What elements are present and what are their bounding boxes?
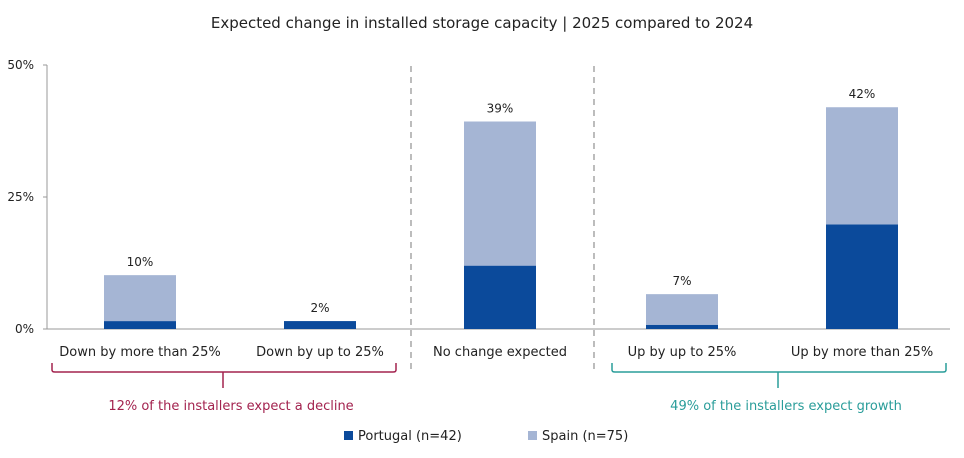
group-brackets: 12% of the installers expect a decline 49… bbox=[51, 363, 947, 414]
y-tick-label: 50% bbox=[7, 58, 34, 72]
legend-swatch-spain bbox=[528, 431, 537, 440]
bars bbox=[104, 107, 898, 329]
y-tick-label: 0% bbox=[15, 322, 34, 336]
bar-portugal bbox=[826, 224, 898, 329]
bar-total-label: 2% bbox=[310, 301, 329, 315]
bar-portugal bbox=[464, 265, 536, 329]
category-label: No change expected bbox=[433, 345, 567, 360]
legend: Portugal (n=42) Spain (n=75) bbox=[344, 429, 628, 444]
category-label: Up by more than 25% bbox=[791, 345, 933, 360]
group-bracket bbox=[611, 363, 947, 388]
bar-spain bbox=[646, 294, 718, 325]
legend-label: Spain (n=75) bbox=[542, 429, 628, 444]
bar-portugal bbox=[104, 321, 176, 329]
category-label: Down by more than 25% bbox=[59, 345, 220, 360]
category-label: Down by up to 25% bbox=[256, 345, 384, 360]
bar-total-label: 7% bbox=[672, 274, 691, 288]
category-label: Up by up to 25% bbox=[628, 345, 737, 360]
bar-portugal bbox=[284, 321, 356, 329]
bar-spain bbox=[104, 275, 176, 322]
labels: 10% Down by more than 25% 2% Down by up to … bbox=[59, 87, 933, 360]
legend-swatch-portugal bbox=[344, 431, 353, 440]
bar-total-label: 42% bbox=[849, 87, 876, 101]
bar-spain bbox=[826, 107, 898, 225]
group-label: 49% of the installers expect growth bbox=[670, 399, 902, 414]
y-tick-label: 25% bbox=[7, 190, 34, 204]
bar-portugal bbox=[646, 324, 718, 329]
axes: 0% 25% 50% bbox=[7, 58, 950, 372]
group-label: 12% of the installers expect a decline bbox=[108, 399, 353, 414]
bar-spain bbox=[464, 121, 536, 266]
group-bracket bbox=[51, 363, 397, 388]
chart-title: Expected change in installed storage cap… bbox=[211, 14, 753, 32]
bar-total-label: 10% bbox=[127, 255, 154, 269]
legend-label: Portugal (n=42) bbox=[358, 429, 462, 444]
bar-total-label: 39% bbox=[487, 101, 514, 115]
